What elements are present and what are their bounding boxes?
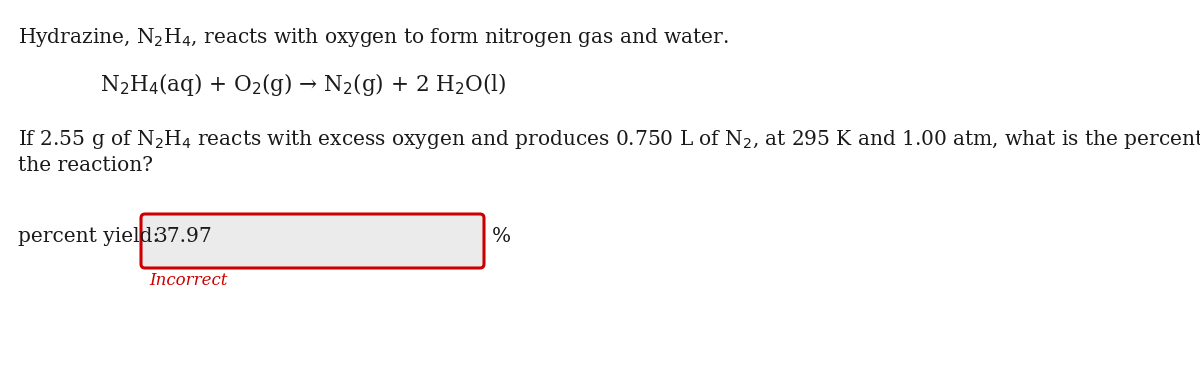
- Text: If 2.55 g of N$_2$H$_4$ reacts with excess oxygen and produces 0.750 L of N$_2$,: If 2.55 g of N$_2$H$_4$ reacts with exce…: [18, 128, 1200, 151]
- Text: N$_2$H$_4$(aq) + O$_2$(g) → N$_2$(g) + 2 H$_2$O(l): N$_2$H$_4$(aq) + O$_2$(g) → N$_2$(g) + 2…: [100, 71, 506, 98]
- Text: Incorrect: Incorrect: [149, 272, 227, 289]
- Text: Hydrazine, N$_2$H$_4$, reacts with oxygen to form nitrogen gas and water.: Hydrazine, N$_2$H$_4$, reacts with oxyge…: [18, 26, 730, 49]
- Text: 37.97: 37.97: [155, 227, 212, 246]
- FancyBboxPatch shape: [142, 214, 484, 268]
- Text: percent yield:: percent yield:: [18, 227, 160, 246]
- Text: the reaction?: the reaction?: [18, 156, 154, 175]
- Text: %: %: [492, 227, 511, 246]
